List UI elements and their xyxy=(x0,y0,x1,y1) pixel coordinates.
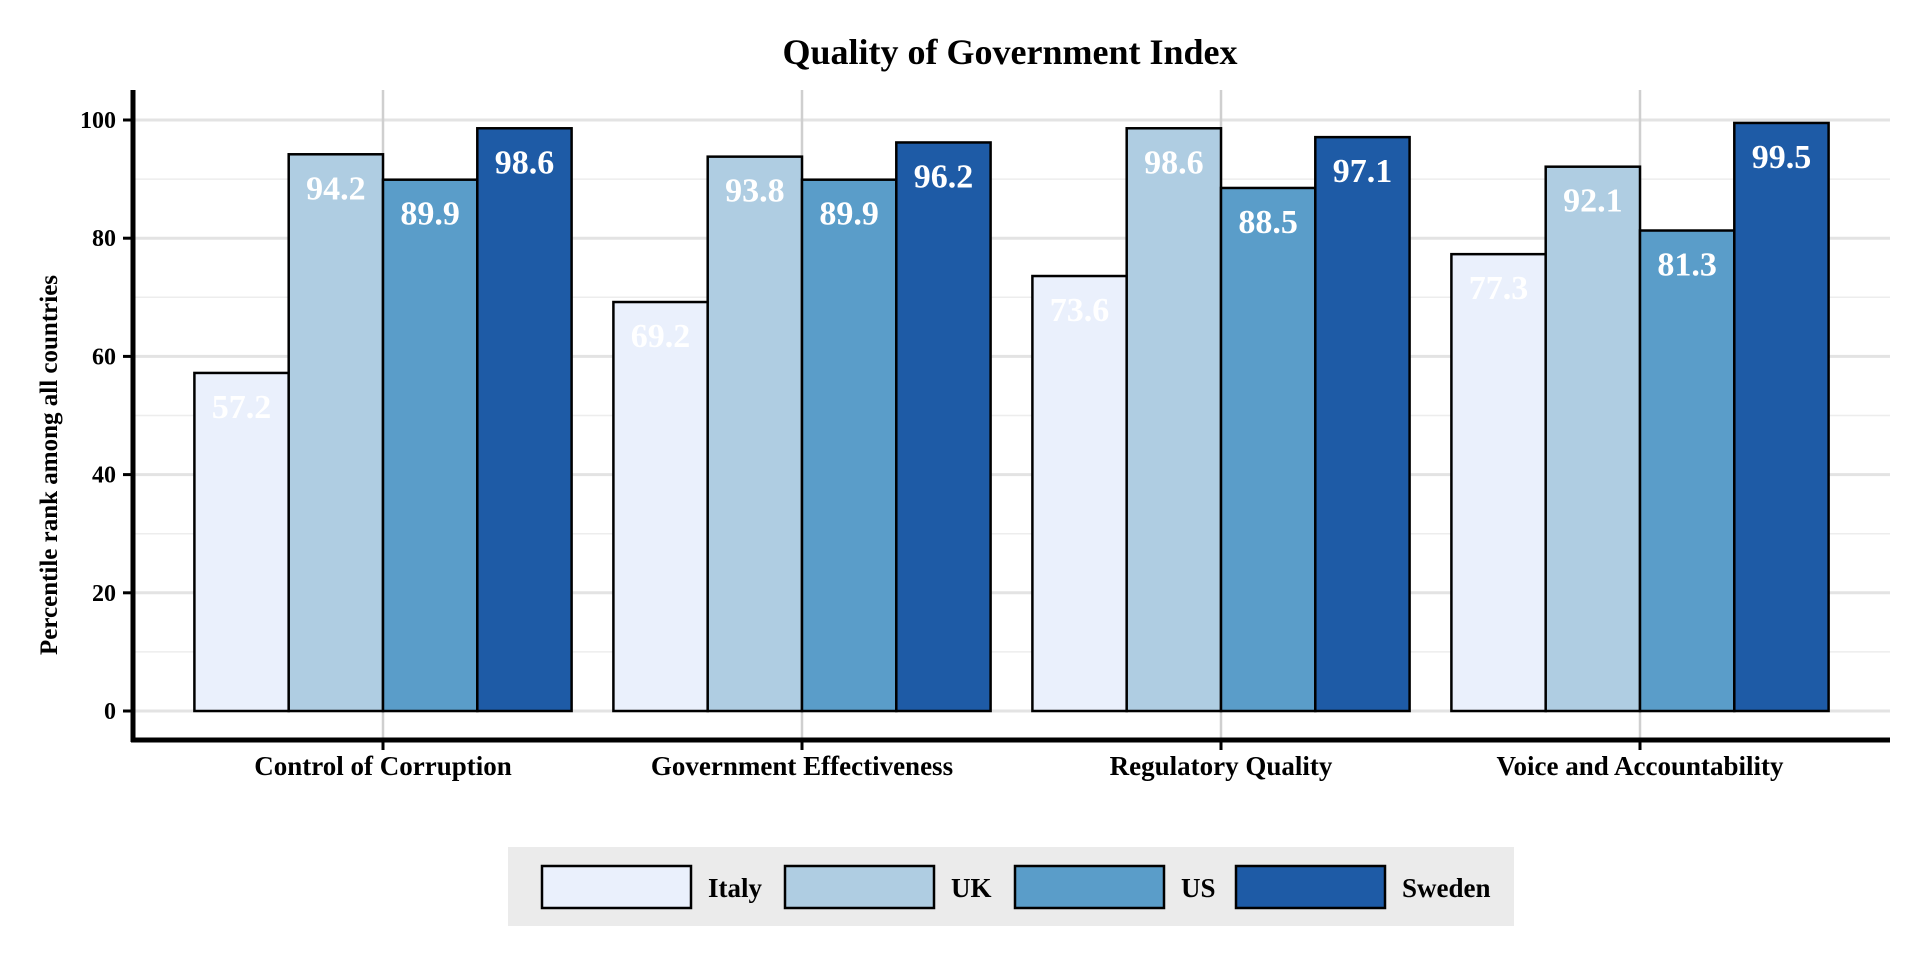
data-label: 69.2 xyxy=(631,318,691,355)
bar-uk-2 xyxy=(706,155,804,713)
data-label: 89.9 xyxy=(819,196,879,233)
data-label: 88.5 xyxy=(1238,204,1298,241)
data-label: 57.2 xyxy=(212,389,272,426)
bar-sweden-4 xyxy=(1733,121,1830,713)
legend-label-uk: UK xyxy=(951,873,992,903)
legend: Italy UK US Sweden xyxy=(508,847,1514,926)
y-tick-label: 80 xyxy=(92,226,116,252)
legend-label-sweden: Sweden xyxy=(1402,873,1491,903)
chart-title: Quality of Government Index xyxy=(783,32,1238,72)
bars: 57.2 94.2 89.9 98.6 69.2 93.8 89.9 96.2 73.6 98.6… xyxy=(193,121,1830,713)
bar-sweden-2 xyxy=(895,141,992,713)
data-label: 94.2 xyxy=(306,170,366,207)
data-label: 81.3 xyxy=(1657,247,1717,284)
data-label: 73.6 xyxy=(1050,292,1110,329)
bar-sweden-3 xyxy=(1314,135,1411,713)
bar-italy-4 xyxy=(1450,252,1547,713)
data-label: 99.5 xyxy=(1752,139,1812,176)
legend-swatch-italy xyxy=(540,864,693,910)
legend-swatch-uk xyxy=(783,864,936,910)
y-axis-label: Percentile rank among all countries xyxy=(36,275,63,655)
bar-uk-1 xyxy=(287,153,385,713)
axes: 0 20 40 60 80 100 Control of Corruption Governm… xyxy=(80,90,1890,781)
legend-label-us: US xyxy=(1181,873,1216,903)
data-label: 97.1 xyxy=(1333,153,1393,190)
x-tick-label: Government Effectiveness xyxy=(651,751,953,781)
bar-italy-2 xyxy=(612,300,709,713)
x-tick-label: Control of Corruption xyxy=(254,751,512,781)
bar-sweden-1 xyxy=(476,127,573,713)
legend-swatch-us xyxy=(1013,864,1166,910)
data-label: 98.6 xyxy=(1144,144,1204,181)
bar-us-4 xyxy=(1638,229,1736,713)
data-label: 98.6 xyxy=(495,144,555,181)
data-label: 77.3 xyxy=(1469,270,1529,307)
y-tick-label: 20 xyxy=(92,581,116,607)
x-tick-label: Regulatory Quality xyxy=(1110,751,1333,781)
y-tick-label: 0 xyxy=(104,699,116,725)
legend-swatch-sweden xyxy=(1234,864,1387,910)
bar-uk-3 xyxy=(1125,127,1223,713)
bar-italy-1 xyxy=(193,371,290,713)
y-tick-label: 100 xyxy=(80,108,116,134)
y-tick-label: 40 xyxy=(92,463,116,489)
data-label: 96.2 xyxy=(914,158,974,195)
bar-italy-3 xyxy=(1031,274,1128,713)
data-label: 92.1 xyxy=(1563,183,1623,220)
x-tick-label: Voice and Accountability xyxy=(1496,751,1784,781)
bar-us-3 xyxy=(1219,186,1317,713)
y-tick-label: 60 xyxy=(92,344,116,370)
data-label: 93.8 xyxy=(725,173,785,210)
bar-uk-4 xyxy=(1544,165,1642,713)
data-label: 89.9 xyxy=(400,196,460,233)
bar-us-2 xyxy=(800,178,898,713)
legend-label-italy: Italy xyxy=(708,873,763,903)
bar-us-1 xyxy=(381,178,479,713)
